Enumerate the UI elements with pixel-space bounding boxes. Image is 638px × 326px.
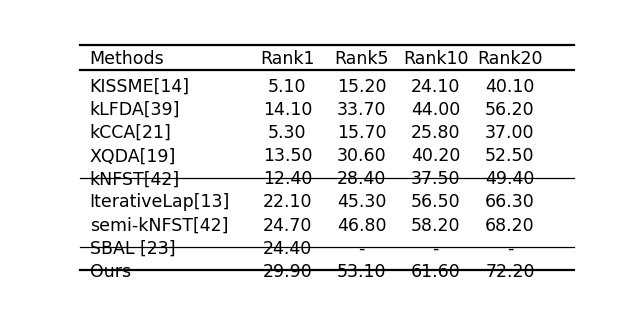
Text: 37.50: 37.50 [411,170,461,188]
Text: -: - [507,240,513,258]
Text: Rank5: Rank5 [334,51,389,68]
Text: 15.70: 15.70 [337,124,387,142]
Text: XQDA[19]: XQDA[19] [89,147,176,165]
Text: 25.80: 25.80 [411,124,461,142]
Text: 5.10: 5.10 [268,78,307,96]
Text: Ours: Ours [89,263,131,281]
Text: 28.40: 28.40 [337,170,386,188]
Text: 68.20: 68.20 [485,216,535,235]
Text: 40.10: 40.10 [486,78,535,96]
Text: -: - [433,240,439,258]
Text: 72.20: 72.20 [485,263,535,281]
Text: 33.70: 33.70 [337,101,387,119]
Text: 66.30: 66.30 [485,194,535,212]
Text: -: - [359,240,365,258]
Text: Methods: Methods [89,51,165,68]
Text: 5.30: 5.30 [268,124,307,142]
Text: 24.40: 24.40 [263,240,312,258]
Text: 52.50: 52.50 [485,147,535,165]
Text: 24.10: 24.10 [411,78,461,96]
Text: 13.50: 13.50 [263,147,312,165]
Text: 12.40: 12.40 [263,170,312,188]
Text: KISSME[14]: KISSME[14] [89,78,189,96]
Text: 40.20: 40.20 [411,147,461,165]
Text: 53.10: 53.10 [337,263,387,281]
Text: kLFDA[39]: kLFDA[39] [89,101,180,119]
Text: 14.10: 14.10 [263,101,312,119]
Text: 58.20: 58.20 [411,216,461,235]
Text: 56.50: 56.50 [411,194,461,212]
Text: SBAL [23]: SBAL [23] [89,240,175,258]
Text: IterativeLap[13]: IterativeLap[13] [89,194,230,212]
Text: 37.00: 37.00 [485,124,535,142]
Text: kNFST[42]: kNFST[42] [89,170,180,188]
Text: 24.70: 24.70 [263,216,312,235]
Text: Rank20: Rank20 [477,51,543,68]
Text: 44.00: 44.00 [411,101,461,119]
Text: 30.60: 30.60 [337,147,387,165]
Text: Rank10: Rank10 [403,51,468,68]
Text: 22.10: 22.10 [263,194,312,212]
Text: 49.40: 49.40 [486,170,535,188]
Text: 46.80: 46.80 [337,216,387,235]
Text: semi-kNFST[42]: semi-kNFST[42] [89,216,228,235]
Text: 56.20: 56.20 [485,101,535,119]
Text: 15.20: 15.20 [337,78,387,96]
Text: 29.90: 29.90 [263,263,312,281]
Text: 45.30: 45.30 [337,194,386,212]
Text: Rank1: Rank1 [260,51,315,68]
Text: kCCA[21]: kCCA[21] [89,124,172,142]
Text: 61.60: 61.60 [411,263,461,281]
